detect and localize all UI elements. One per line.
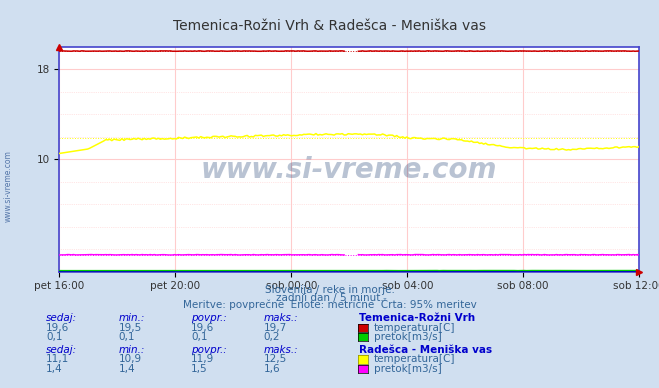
Text: 0,1: 0,1 [119, 332, 135, 342]
Text: 19,5: 19,5 [119, 322, 142, 333]
Text: pretok[m3/s]: pretok[m3/s] [374, 332, 442, 342]
Text: 19,6: 19,6 [46, 322, 69, 333]
Text: maks.:: maks.: [264, 313, 299, 323]
Text: 11,1: 11,1 [46, 354, 69, 364]
Text: 19,6: 19,6 [191, 322, 214, 333]
Text: min.:: min.: [119, 345, 145, 355]
Text: 1,6: 1,6 [264, 364, 280, 374]
Text: zadnji dan / 5 minut.: zadnji dan / 5 minut. [275, 293, 384, 303]
Text: 0,1: 0,1 [46, 332, 63, 342]
Text: temperatura[C]: temperatura[C] [374, 322, 455, 333]
Text: 1,4: 1,4 [46, 364, 63, 374]
Text: pretok[m3/s]: pretok[m3/s] [374, 364, 442, 374]
Text: 10,9: 10,9 [119, 354, 142, 364]
Text: Temenica-Rožni Vrh: Temenica-Rožni Vrh [359, 313, 475, 323]
Text: Temenica-Rožni Vrh & Radešca - Meniška vas: Temenica-Rožni Vrh & Radešca - Meniška v… [173, 19, 486, 33]
Text: 19,7: 19,7 [264, 322, 287, 333]
Text: 0,2: 0,2 [264, 332, 280, 342]
Text: 12,5: 12,5 [264, 354, 287, 364]
Text: povpr.:: povpr.: [191, 345, 227, 355]
Text: sedaj:: sedaj: [46, 345, 77, 355]
Text: povpr.:: povpr.: [191, 313, 227, 323]
Text: 1,4: 1,4 [119, 364, 135, 374]
Text: temperatura[C]: temperatura[C] [374, 354, 455, 364]
Text: 11,9: 11,9 [191, 354, 214, 364]
Text: min.:: min.: [119, 313, 145, 323]
Text: www.si-vreme.com: www.si-vreme.com [201, 156, 498, 184]
Text: 0,1: 0,1 [191, 332, 208, 342]
Text: sedaj:: sedaj: [46, 313, 77, 323]
Text: Radešca - Meniška vas: Radešca - Meniška vas [359, 345, 492, 355]
Text: www.si-vreme.com: www.si-vreme.com [3, 150, 13, 222]
Text: Meritve: povprečne  Enote: metrične  Črta: 95% meritev: Meritve: povprečne Enote: metrične Črta:… [183, 298, 476, 310]
Text: maks.:: maks.: [264, 345, 299, 355]
Text: 1,5: 1,5 [191, 364, 208, 374]
Text: Slovenija / reke in morje.: Slovenija / reke in morje. [264, 285, 395, 295]
